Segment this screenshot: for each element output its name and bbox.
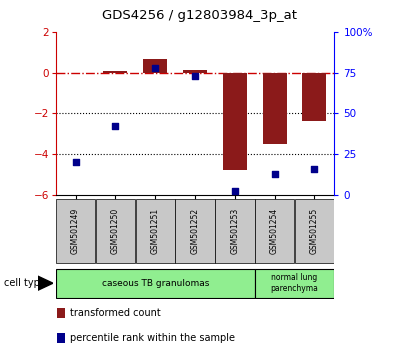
Text: GSM501255: GSM501255	[310, 208, 319, 254]
Polygon shape	[38, 276, 53, 290]
FancyBboxPatch shape	[255, 269, 334, 297]
Text: GSM501251: GSM501251	[151, 208, 160, 254]
Text: transformed count: transformed count	[70, 308, 160, 318]
FancyBboxPatch shape	[175, 199, 215, 263]
Point	[271, 171, 278, 176]
Text: GSM501250: GSM501250	[111, 208, 120, 254]
Text: GSM501254: GSM501254	[270, 208, 279, 254]
Bar	[223, 73, 247, 170]
FancyBboxPatch shape	[56, 269, 255, 297]
FancyBboxPatch shape	[57, 308, 64, 318]
Text: cell type: cell type	[4, 278, 46, 288]
Point	[192, 73, 198, 79]
Point	[152, 65, 158, 70]
FancyBboxPatch shape	[56, 199, 96, 263]
FancyBboxPatch shape	[215, 199, 255, 263]
FancyBboxPatch shape	[295, 199, 334, 263]
Point	[72, 159, 79, 165]
Point	[232, 189, 238, 194]
FancyBboxPatch shape	[135, 199, 175, 263]
Text: GSM501249: GSM501249	[71, 208, 80, 254]
Text: GDS4256 / g12803984_3p_at: GDS4256 / g12803984_3p_at	[101, 9, 297, 22]
FancyBboxPatch shape	[255, 199, 294, 263]
FancyBboxPatch shape	[57, 333, 64, 343]
Bar	[143, 59, 167, 73]
Point	[112, 124, 119, 129]
Text: GSM501252: GSM501252	[191, 208, 199, 254]
Bar	[302, 73, 326, 121]
Text: caseous TB granulomas: caseous TB granulomas	[101, 279, 209, 288]
Point	[311, 166, 318, 171]
Bar	[263, 73, 287, 144]
Bar	[183, 69, 207, 73]
Text: GSM501253: GSM501253	[230, 208, 239, 254]
Text: percentile rank within the sample: percentile rank within the sample	[70, 333, 235, 343]
Text: normal lung
parenchyma: normal lung parenchyma	[271, 274, 318, 293]
Bar	[103, 70, 127, 73]
FancyBboxPatch shape	[96, 199, 135, 263]
